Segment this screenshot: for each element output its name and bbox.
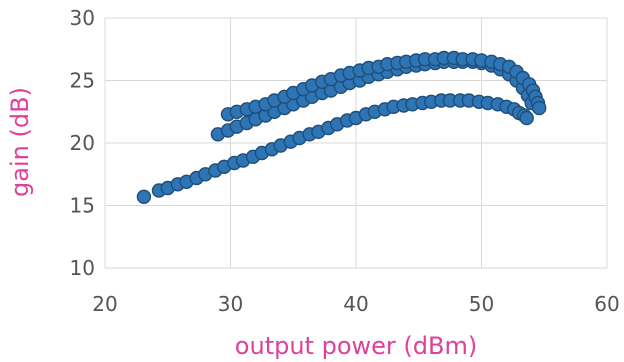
x-tick-label: 50 xyxy=(469,292,494,316)
y-tick-label: 15 xyxy=(70,194,95,218)
data-point xyxy=(519,110,534,126)
data-points xyxy=(136,50,547,205)
x-tick-label: 60 xyxy=(594,292,619,316)
x-tick-label: 40 xyxy=(343,292,368,316)
y-tick-label: 30 xyxy=(70,6,95,30)
y-tick-label: 25 xyxy=(70,69,95,93)
x-tick-label: 20 xyxy=(92,292,117,316)
x-tick-labels: 20 30 40 50 60 xyxy=(92,292,619,316)
y-tick-labels: 10 15 20 25 30 xyxy=(70,6,95,280)
data-point xyxy=(532,100,547,116)
grid xyxy=(104,17,608,269)
data-point xyxy=(136,189,152,205)
x-tick-label: 30 xyxy=(218,292,243,316)
x-axis-title: output power (dBm) xyxy=(235,332,477,360)
y-tick-label: 10 xyxy=(70,256,95,280)
y-axis-title: gain (dB) xyxy=(6,87,34,197)
y-tick-label: 20 xyxy=(70,131,95,155)
